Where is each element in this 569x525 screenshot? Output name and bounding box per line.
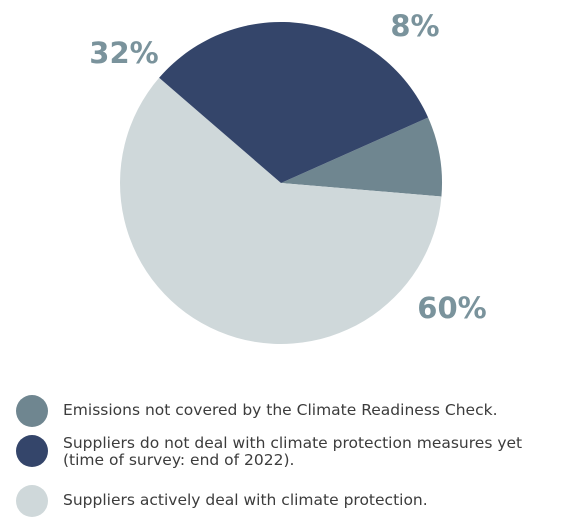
legend-label-not-dealing: Suppliers do not deal with climate prote… [63, 434, 523, 469]
legend-swatch-not-covered [16, 395, 48, 427]
legend-item-not-covered: Emissions not covered by the Climate Rea… [16, 395, 566, 427]
slice-value-label-0: 8% [390, 9, 439, 43]
pie-slice-1 [120, 77, 442, 344]
pie-slice-2 [159, 21, 429, 183]
slice-value-label-1: 60% [417, 291, 486, 325]
legend-item-not-dealing: Suppliers do not deal with climate prote… [16, 435, 566, 469]
slice-value-labels: 8% 60% 32% [89, 9, 486, 325]
legend-item-actively-dealing: Suppliers actively deal with climate pro… [16, 485, 566, 517]
slice-value-label-2: 32% [89, 36, 158, 70]
pie-chart: 8% 60% 32% [89, 9, 487, 344]
pie-slice-0 [281, 117, 443, 197]
legend-label-actively-dealing: Suppliers actively deal with climate pro… [63, 491, 428, 509]
legend-swatch-not-dealing [16, 435, 48, 467]
legend-swatch-actively-dealing [16, 485, 48, 517]
legend-label-not-covered: Emissions not covered by the Climate Rea… [63, 401, 498, 419]
chart-legend: Emissions not covered by the Climate Rea… [16, 395, 566, 525]
pie-slices [120, 21, 443, 344]
